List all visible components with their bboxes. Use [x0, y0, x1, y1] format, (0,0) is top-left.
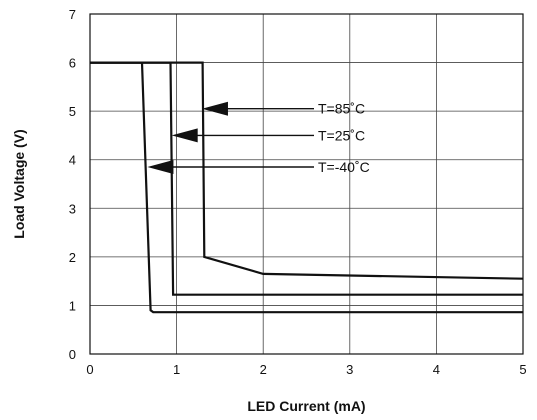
x-tick-label: 4 — [433, 362, 440, 377]
series-label-1: T=25˚C — [318, 127, 365, 143]
y-tick-label: 5 — [69, 104, 76, 119]
y-tick-label: 7 — [69, 7, 76, 22]
x-tick-label: 0 — [86, 362, 93, 377]
y-tick-label: 1 — [69, 298, 76, 313]
y-tick-labels: 0 1 2 3 4 5 6 7 — [69, 7, 76, 362]
annotation-arrowhead-2 — [147, 160, 174, 174]
y-axis-label: Load Voltage (V) — [11, 129, 27, 238]
grid-lines — [89, 13, 524, 355]
y-tick-label: 2 — [69, 250, 76, 265]
series-line-1 — [90, 61, 523, 296]
x-tick-label: 1 — [173, 362, 180, 377]
x-tick-label: 3 — [346, 362, 353, 377]
x-tick-labels: 0 1 2 3 4 5 — [86, 362, 526, 377]
x-tick-label: 5 — [519, 362, 526, 377]
y-tick-label: 6 — [69, 56, 76, 71]
series-layer — [90, 61, 524, 314]
y-tick-label: 4 — [69, 153, 76, 168]
x-tick-label: 2 — [260, 362, 267, 377]
series-label-0: T=85˚C — [318, 101, 365, 117]
y-tick-label: 0 — [69, 347, 76, 362]
series-label-2: T=-40˚C — [318, 159, 370, 175]
x-axis-label: LED Current (mA) — [247, 398, 365, 414]
annotations-layer: T=85˚C T=25˚C T=-40˚C — [147, 101, 370, 175]
plot-frame — [89, 13, 524, 355]
series-line-0 — [90, 61, 524, 280]
annotation-arrowhead-1 — [171, 128, 198, 143]
y-tick-label: 3 — [69, 201, 76, 216]
annotation-arrowhead-0 — [201, 101, 228, 116]
series-line-2 — [90, 61, 523, 314]
